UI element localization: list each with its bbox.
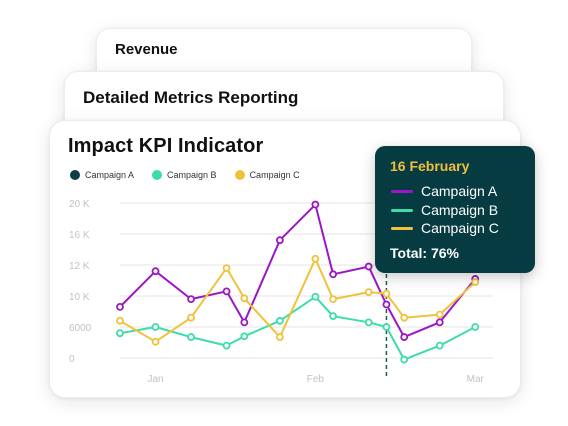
tooltip-total: Total: 76% [390, 245, 459, 261]
detailed-metrics-card-title: Detailed Metrics Reporting [83, 88, 299, 107]
data-point-campaign-c [222, 264, 231, 273]
y-tick-label: 10 K [69, 292, 90, 303]
chart-title: Impact KPI Indicator [68, 135, 264, 157]
legend-dot-campaign-a [70, 170, 80, 180]
data-point-campaign-b [275, 316, 284, 325]
data-point-campaign-c [329, 295, 338, 304]
data-point-campaign-a [275, 236, 284, 245]
tooltip-label-campaign-b: Campaign B [421, 202, 499, 218]
chart-tooltip: 16 February Campaign A Campaign B Campai… [375, 146, 535, 273]
legend-label-campaign-c: Campaign C [249, 170, 300, 180]
legend-dot-campaign-c [234, 170, 245, 180]
tooltip-line-campaign-b [391, 208, 413, 212]
data-point-campaign-a [116, 302, 124, 311]
data-point-campaign-a [151, 267, 160, 276]
data-point-campaign-c [400, 313, 409, 322]
legend-label-campaign-b: Campaign B [167, 170, 217, 180]
series-line-campaign-b [119, 295, 476, 361]
impact-kpi-card: Impact KPI Indicator Campaign A Campaign… [49, 120, 521, 398]
x-tick-label: Mar [467, 374, 485, 385]
data-point-campaign-a [382, 300, 391, 309]
y-tick-label: 0 [69, 354, 75, 365]
data-point-campaign-b [151, 323, 160, 331]
legend-item-campaign-c[interactable]: Campaign C [234, 170, 300, 180]
legend-label-campaign-a: Campaign A [85, 170, 135, 180]
chart-legend: Campaign A Campaign B Campaign C [70, 170, 318, 180]
data-point-campaign-a [222, 287, 231, 296]
x-tick-label: Jan [147, 374, 163, 385]
line-chart: 20 K 16 K 12 K 10 K 6000 0 Jan Feb Mar [69, 183, 493, 385]
y-tick-label: 20 K [69, 199, 90, 210]
data-point-campaign-b [400, 355, 409, 364]
data-point-campaign-c [435, 310, 444, 319]
tooltip-label-campaign-a: Campaign A [421, 183, 498, 199]
tooltip-date: 16 February [390, 158, 470, 174]
data-point-campaign-b [329, 312, 338, 321]
data-point-campaign-c [471, 278, 480, 286]
y-tick-label: 6000 [69, 323, 92, 334]
data-point-campaign-c [116, 316, 124, 325]
data-point-campaign-b [116, 329, 124, 338]
data-point-campaign-b [364, 318, 373, 327]
data-point-campaign-b [382, 323, 391, 331]
tooltip-label-campaign-c: Campaign C [421, 220, 499, 236]
data-point-campaign-c [240, 294, 249, 303]
data-point-campaign-b [311, 292, 320, 301]
data-point-campaign-b [435, 341, 444, 350]
data-point-campaign-b [187, 333, 195, 341]
data-point-campaign-c [151, 337, 160, 346]
data-point-campaign-b [240, 332, 249, 341]
data-point-campaign-a [329, 270, 338, 279]
data-point-campaign-b [471, 323, 480, 331]
data-point-campaign-a [240, 318, 249, 327]
legend-item-campaign-b[interactable]: Campaign B [152, 170, 217, 180]
data-point-campaign-c [187, 313, 195, 322]
data-point-campaign-b [222, 341, 231, 350]
tooltip-row-campaign-c: Campaign C [391, 220, 499, 236]
data-point-campaign-a [400, 333, 409, 341]
tooltip-row-campaign-b: Campaign B [391, 202, 498, 218]
data-point-campaign-c [382, 289, 391, 298]
data-point-campaign-a [187, 295, 195, 304]
revenue-card-title: Revenue [115, 41, 178, 58]
data-point-campaign-c [275, 333, 284, 341]
legend-dot-campaign-b [152, 170, 163, 180]
y-tick-label: 12 K [69, 261, 90, 272]
tooltip-row-campaign-a: Campaign A [391, 183, 497, 199]
data-point-campaign-a [435, 318, 444, 327]
y-tick-label: 16 K [69, 230, 90, 241]
x-tick-label: Feb [307, 374, 325, 385]
data-point-campaign-a [311, 200, 320, 209]
data-point-campaign-c [364, 288, 373, 297]
data-point-campaign-a [364, 262, 373, 271]
legend-item-campaign-a[interactable]: Campaign A [70, 170, 134, 180]
tooltip-line-campaign-c [391, 226, 413, 230]
tooltip-line-campaign-a [391, 189, 413, 193]
data-point-campaign-c [311, 254, 320, 263]
